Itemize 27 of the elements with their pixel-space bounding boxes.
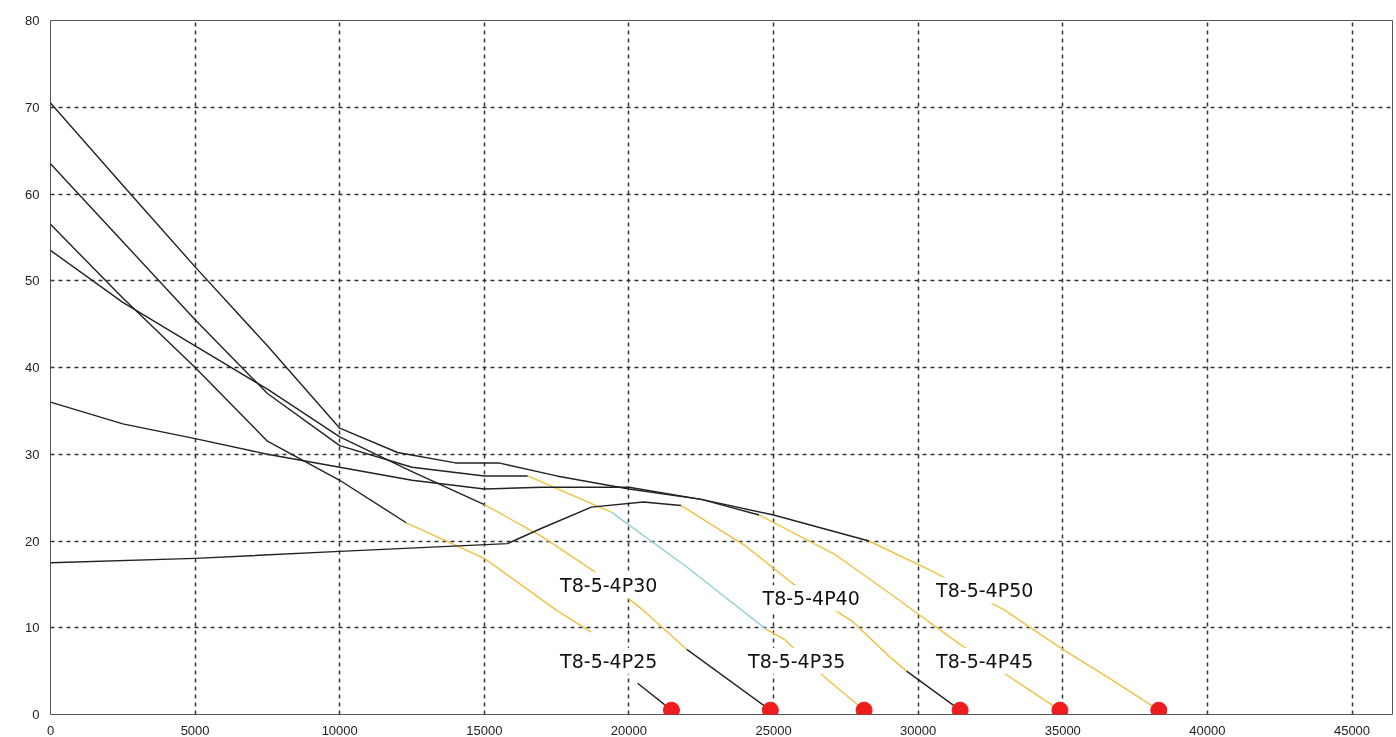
annotation: T8-5-4P40 (761, 587, 860, 610)
x-tick-label: 45000 (1333, 722, 1371, 737)
x-tick-label: 0 (46, 722, 55, 737)
annotation: T8-5-4P50 (935, 579, 1034, 602)
y-tick-label: 50 (25, 273, 40, 289)
line-series (50, 102, 870, 542)
x-tick-label: 25000 (755, 722, 792, 737)
y-tick-label: 10 (25, 620, 40, 636)
x-tick-label: 5000 (180, 722, 210, 737)
x-tick-label: 20000 (610, 722, 648, 737)
line-series (50, 501, 682, 564)
x-tick-label: 40000 (1189, 722, 1226, 737)
x-tick-label: 15000 (466, 722, 503, 737)
y-tick-label: 40 (25, 360, 40, 375)
y-tick-label: 70 (25, 99, 40, 115)
y-tick-label: 80 (25, 13, 40, 28)
y-tick-label: 30 (25, 446, 40, 462)
annotation: T8-5-4P35 (747, 649, 846, 672)
annotation: T8-5-4P30 (559, 574, 658, 597)
x-tick-label: 30000 (900, 722, 937, 737)
annotation: T8-5-4P25 (559, 649, 658, 672)
x-tick-label: 35000 (1044, 722, 1081, 737)
annotation: T8-5-4P45 (935, 649, 1034, 672)
y-tick-label: 60 (25, 186, 40, 202)
y-tick-label: 0 (32, 707, 40, 722)
x-tick-label: 10000 (321, 722, 358, 737)
y-tick-label: 20 (25, 533, 40, 549)
